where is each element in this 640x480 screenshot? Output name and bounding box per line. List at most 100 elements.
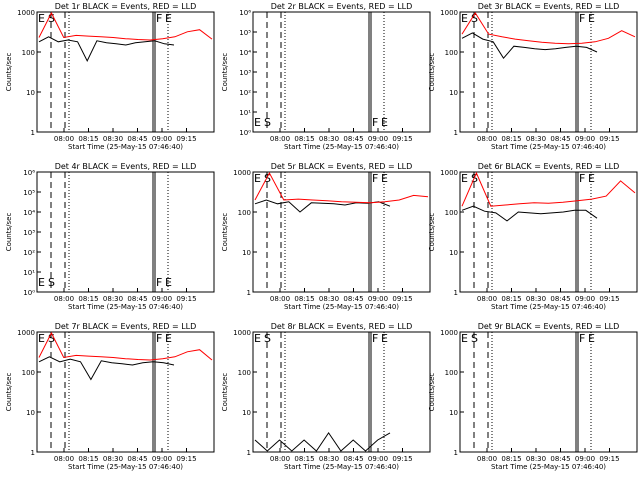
x-tick-label: 09:00 — [368, 295, 388, 303]
panel-8: Det 8r BLACK = Events, RED = LLD 1 10 100 10… — [221, 322, 431, 471]
x-tick-label: 08:30 — [319, 135, 339, 143]
x-tick-label: 08:30 — [103, 135, 123, 143]
x-tick-label: 08:00 — [477, 135, 497, 143]
marker-label: E — [38, 12, 45, 25]
x-tick-label: 08:30 — [526, 135, 546, 143]
y-tick-label: 10¹ — [239, 109, 251, 117]
marker-label: F — [156, 12, 162, 25]
y-tick-label: 10 — [449, 249, 458, 257]
marker-label: S — [264, 332, 271, 345]
y-tick-label: 100 — [445, 49, 458, 57]
x-tick-label: 08:00 — [54, 455, 74, 463]
marker-label: F — [372, 332, 378, 345]
x-tick-label: 08:45 — [343, 455, 363, 463]
marker-label: F — [156, 332, 162, 345]
x-tick-label: 09:00 — [152, 455, 172, 463]
x-tick-label: 09:15 — [392, 295, 412, 303]
x-tick-label: 09:15 — [176, 135, 196, 143]
x-axis-label: Start Time (25-May-15 07:46:40) — [284, 303, 399, 311]
x-tick-label: 08:45 — [550, 295, 570, 303]
panel-4: Det 4r BLACK = Events, RED = LLD 10⁰ 10¹ 10… — [5, 162, 215, 311]
y-tick-label: 10⁶ — [23, 169, 35, 177]
marker-label: F — [372, 116, 378, 129]
x-tick-label: 09:00 — [575, 135, 595, 143]
x-tick-label: 08:30 — [319, 295, 339, 303]
x-tick-label: 09:00 — [368, 135, 388, 143]
panel-title: Det 4r BLACK = Events, RED = LLD — [55, 162, 197, 171]
y-tick-label: 10 — [26, 409, 35, 417]
x-tick-label: 09:15 — [599, 135, 619, 143]
panel-3: Det 3r BLACK = Events, RED = LLD 1 10 100 10… — [428, 2, 638, 151]
lld-series-line — [38, 331, 213, 361]
x-axis-label: Start Time (25-May-15 07:46:40) — [491, 303, 606, 311]
x-tick-label: 08:30 — [319, 455, 339, 463]
y-tick-label: 1000 — [440, 329, 458, 337]
x-tick-label: 08:45 — [343, 295, 363, 303]
x-tick-label: 08:15 — [78, 455, 98, 463]
marker-label: E — [165, 332, 172, 345]
x-axis-label: Start Time (25-May-15 07:46:40) — [491, 463, 606, 471]
y-tick-label: 10⁵ — [23, 189, 35, 197]
lld-series-line — [461, 12, 636, 45]
x-tick-label: 08:00 — [270, 455, 290, 463]
panel-9: Det 9r BLACK = Events, RED = LLD 1 10 100 10… — [428, 322, 638, 471]
panel-title: Det 9r BLACK = Events, RED = LLD — [478, 322, 620, 331]
y-tick-label: 10⁴ — [23, 209, 35, 217]
marker-label: E — [165, 276, 172, 289]
y-tick-label: 10 — [242, 249, 251, 257]
x-tick-label: 08:30 — [103, 455, 123, 463]
events-series-line — [38, 356, 175, 381]
marker-label: F — [156, 276, 162, 289]
y-tick-label: 100 — [445, 209, 458, 217]
marker-label: E — [381, 116, 388, 129]
x-tick-label: 08:45 — [127, 455, 147, 463]
x-tick-label: 08:45 — [127, 135, 147, 143]
marker-label: S — [48, 12, 55, 25]
y-tick-label: 10⁵ — [239, 29, 251, 37]
y-tick-label: 1 — [247, 449, 251, 457]
x-tick-label: 08:15 — [294, 135, 314, 143]
panel-title: Det 8r BLACK = Events, RED = LLD — [271, 322, 413, 331]
marker-label: E — [165, 12, 172, 25]
x-axis-label: Start Time (25-May-15 07:46:40) — [68, 143, 183, 151]
x-tick-label: 08:45 — [127, 295, 147, 303]
x-axis-label: Start Time (25-May-15 07:46:40) — [68, 303, 183, 311]
events-series-line — [461, 32, 598, 60]
x-tick-label: 08:15 — [294, 295, 314, 303]
y-tick-label: 1 — [247, 289, 251, 297]
y-tick-label: 10¹ — [23, 269, 35, 277]
y-tick-label: 1 — [454, 449, 458, 457]
marker-label: E — [588, 12, 595, 25]
y-axis-label: Counts/sec — [5, 373, 13, 412]
panel-6: Det 6r BLACK = Events, RED = LLD 1 10 100 10… — [428, 162, 638, 311]
panel-title: Det 7r BLACK = Events, RED = LLD — [55, 322, 197, 331]
marker-label: E — [38, 276, 45, 289]
y-tick-label: 10⁴ — [239, 49, 251, 57]
plot-frame — [252, 331, 431, 453]
x-tick-label: 08:00 — [270, 135, 290, 143]
y-tick-label: 1 — [454, 129, 458, 137]
y-axis-label: Counts/sec — [221, 373, 229, 412]
panel-1: Det 1r BLACK = Events, RED = LLD 1 10 100 10… — [5, 2, 215, 151]
y-tick-label: 1 — [31, 129, 35, 137]
lld-series-line — [254, 171, 429, 204]
marker-label: E — [254, 332, 261, 345]
lld-series-line — [461, 171, 636, 207]
panel-5: Det 5r BLACK = Events, RED = LLD 1 10 100 10… — [221, 162, 431, 311]
x-tick-label: 08:00 — [54, 135, 74, 143]
y-axis-label: Counts/sec — [428, 213, 436, 252]
x-tick-label: 08:15 — [294, 455, 314, 463]
x-tick-label: 08:45 — [550, 455, 570, 463]
plot-frame — [252, 11, 431, 133]
x-tick-label: 09:15 — [392, 455, 412, 463]
x-axis-label: Start Time (25-May-15 07:46:40) — [284, 143, 399, 151]
panel-title: Det 3r BLACK = Events, RED = LLD — [478, 2, 620, 11]
x-tick-label: 09:15 — [392, 135, 412, 143]
marker-label: S — [264, 172, 271, 185]
marker-label: E — [254, 172, 261, 185]
marker-label: S — [48, 332, 55, 345]
panel-title: Det 1r BLACK = Events, RED = LLD — [55, 2, 197, 11]
x-tick-label: 08:00 — [477, 295, 497, 303]
marker-label: F — [372, 172, 378, 185]
y-axis-label: Counts/sec — [5, 53, 13, 92]
